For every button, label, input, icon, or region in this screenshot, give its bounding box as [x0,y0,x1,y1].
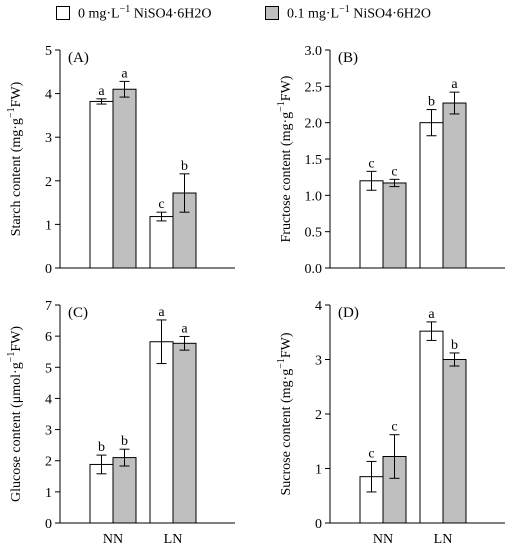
y-tick-label: 1.0 [305,189,323,204]
y-axis-label: Glucose content (μmol·g−1FW) [6,326,24,502]
y-tick-label: 6 [45,330,52,345]
bar-ln-series-1 [149,341,174,524]
y-axis-label: Fructose content (mg·g−1FW) [276,75,294,242]
y-tick-label: 2.5 [305,80,323,95]
y-tick-label: 0 [45,262,52,277]
y-tick-label: 1 [45,218,52,233]
x-tick-label: NN [103,532,123,547]
y-tick-label: 2 [45,175,52,190]
panel-label: (D) [338,305,359,321]
bar-ln-series-1 [419,330,444,524]
y-tick-label: 1 [45,486,52,501]
bar-ln-series-2 [172,342,197,524]
y-axis-label: Sucrose content (mg·g−1FW) [276,332,294,495]
legend: 0 mg·L−1 NiSO4·6H2O 0.1 mg·L−1 NiSO4·6H2… [0,0,512,30]
legend-swatch-control [56,6,70,21]
chart-panel-a: 0 1 2 3 4 5 (A) Starch content (mg·g−1FW) a a c b [6,44,235,277]
bar-ln-series-1 [149,216,174,269]
significance-letter: c [391,164,397,179]
y-tick-label: 2 [315,408,322,423]
x-tick-label: NN [373,532,393,547]
chart-panel-b: 0.0 0.5 1.0 1.5 2.0 2.5 3.0 (B) Fructose content… [276,44,505,277]
legend-label-control: 0 mg·L−1 NiSO4·6H2O [78,4,212,22]
y-tick-label: 2.0 [305,117,323,132]
legend-item-nickel: 0.1 mg·L−1 NiSO4·6H2O [265,4,431,23]
significance-letter: b [121,434,128,449]
significance-letter: c [368,156,374,171]
y-tick-label: 3.0 [305,44,323,59]
significance-letter: a [158,305,165,320]
significance-letter: b [181,159,188,174]
significance-letter: b [98,440,105,455]
x-tick-label: LN [164,532,183,547]
significance-letter: c [391,420,397,435]
y-tick-label: 4 [45,392,52,407]
bar-ln-series-2 [442,359,467,524]
chart-panel-c: 0 1 2 3 4 5 6 7 (C) Glucose content (μmol·g−1FW) b… [6,299,235,547]
significance-letter: c [158,197,164,212]
y-tick-label: 5 [45,361,52,376]
y-tick-label: 3 [315,354,322,369]
bar-nn-series-2 [382,182,407,269]
significance-letter: b [451,338,458,353]
y-tick-label: 0.5 [305,226,323,241]
significance-letter: a [181,321,188,336]
significance-letter: a [428,307,435,322]
significance-letter: c [368,446,374,461]
y-tick-label: 3 [45,424,52,439]
bar-ln-series-1 [419,122,444,269]
y-tick-label: 1 [315,463,322,478]
chart-panel-d: 0 1 2 3 4 (D) Sucrose content (mg·g−1FW) c c NN a b… [276,299,505,547]
bar-nn-series-2 [112,457,137,524]
bar-nn-series-2 [112,88,137,269]
y-tick-label: 7 [45,299,52,314]
significance-letter: a [451,77,458,92]
y-tick-label: 0 [45,517,52,532]
y-tick-label: 4 [315,299,322,314]
y-axis-label: Starch content (mg·g−1FW) [6,81,24,236]
y-tick-label: 5 [45,44,52,59]
y-tick-label: 3 [45,131,52,146]
panel-label: (C) [68,305,88,321]
y-tick-label: 0 [315,517,322,532]
x-tick-label: LN [434,532,453,547]
y-tick-label: 0.0 [305,262,323,277]
legend-label-nickel: 0.1 mg·L−1 NiSO4·6H2O [287,4,432,22]
panel-label: (A) [68,50,89,66]
y-tick-label: 4 [45,88,52,103]
legend-swatch-nickel [265,6,279,21]
panel-label: (B) [338,50,358,66]
y-tick-label: 2 [45,455,52,470]
bar-ln-series-2 [442,102,467,269]
significance-letter: a [121,66,128,81]
legend-item-control: 0 mg·L−1 NiSO4·6H2O [56,4,212,23]
bar-nn-series-1 [89,100,114,269]
y-tick-label: 1.5 [305,153,323,168]
significance-letter: b [428,95,435,110]
bar-nn-series-1 [359,180,384,269]
significance-letter: a [98,84,105,99]
